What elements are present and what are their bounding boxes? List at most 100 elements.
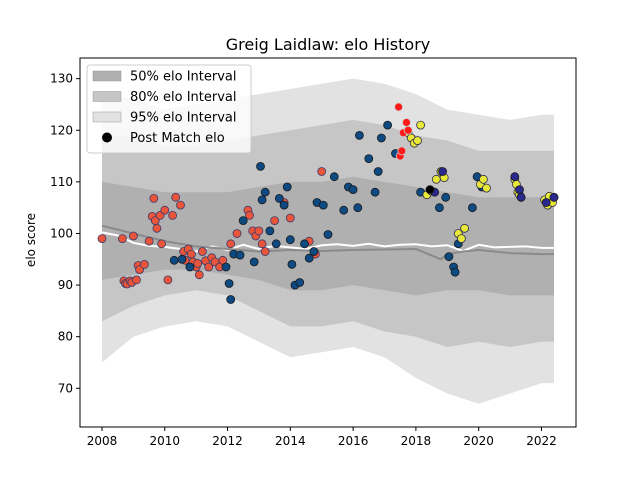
legend-swatch — [92, 91, 122, 102]
x-tick-label: 2018 — [401, 434, 432, 448]
x-tick-label: 2012 — [212, 434, 243, 448]
data-point — [270, 216, 280, 226]
y-tick-label: 100 — [50, 226, 73, 240]
legend-swatch — [92, 111, 122, 123]
x-tick-label: 2010 — [149, 434, 180, 448]
y-tick-label: 130 — [50, 72, 73, 86]
legend-label: Post Match elo — [130, 131, 225, 146]
legend-swatch — [92, 70, 122, 82]
data-point — [149, 193, 159, 203]
data-point — [260, 187, 270, 197]
data-point — [285, 235, 295, 245]
legend-label: 95% elo Interval — [130, 111, 237, 126]
data-point — [226, 239, 236, 249]
data-point — [416, 120, 426, 130]
data-point — [257, 195, 267, 205]
data-point — [516, 192, 526, 202]
data-point — [541, 198, 551, 207]
data-point — [194, 270, 204, 280]
data-point — [257, 239, 267, 249]
x-tick-label: 2020 — [463, 434, 494, 448]
data-point — [139, 259, 149, 269]
data-point — [177, 254, 187, 264]
data-point — [444, 252, 454, 262]
data-point — [265, 226, 275, 236]
data-point — [434, 203, 444, 213]
legend-label: 80% elo Interval — [130, 90, 237, 105]
plot-area — [97, 78, 559, 404]
data-point — [373, 167, 383, 176]
x-tick-label: 2022 — [526, 434, 557, 448]
data-point — [235, 250, 245, 260]
data-point — [438, 167, 448, 176]
data-point — [97, 234, 107, 244]
data-point — [256, 161, 265, 171]
data-point — [370, 187, 380, 197]
data-point — [160, 205, 170, 215]
data-point — [238, 216, 248, 226]
data-point — [260, 247, 270, 256]
chart-title: Greig Laidlaw: elo History — [226, 35, 431, 54]
data-point — [402, 118, 411, 127]
data-point — [431, 174, 441, 184]
data-point — [339, 205, 349, 215]
data-point — [295, 278, 305, 287]
y-tick-label: 90 — [58, 278, 73, 292]
data-point — [425, 185, 435, 195]
data-point — [185, 262, 195, 272]
data-point — [279, 200, 289, 210]
data-point — [193, 258, 203, 268]
data-point — [323, 230, 333, 239]
plot-inner — [97, 78, 559, 404]
legend: 50% elo Interval 80% elo Interval 95% elo … — [86, 64, 252, 154]
data-point — [245, 210, 254, 220]
data-point — [221, 262, 231, 272]
data-point — [413, 136, 422, 146]
data-point — [128, 231, 138, 241]
data-point — [232, 229, 242, 238]
data-point — [376, 133, 386, 143]
data-point — [282, 182, 292, 192]
data-point — [132, 275, 141, 285]
data-point — [549, 192, 559, 202]
y-tick-label: 70 — [58, 381, 73, 395]
data-point — [510, 172, 520, 182]
data-point — [478, 174, 488, 184]
data-point — [515, 185, 524, 195]
data-point — [300, 239, 309, 249]
data-point — [176, 200, 185, 210]
data-point — [348, 185, 358, 195]
data-point — [353, 203, 363, 213]
data-point — [171, 192, 181, 202]
data-point — [364, 154, 374, 164]
data-point — [397, 146, 407, 156]
x-tick-label: 2014 — [275, 434, 306, 448]
y-tick-label: 120 — [50, 123, 73, 137]
data-point — [317, 167, 327, 176]
data-point — [460, 223, 470, 233]
y-axis-label: elo score — [24, 213, 38, 267]
data-point — [285, 213, 295, 223]
axes: 2008 2010 2012 2014 2016 2018 2020 2022 70 80 90 10… — [50, 57, 577, 448]
data-point — [441, 192, 451, 202]
data-point — [304, 253, 314, 263]
data-point — [197, 247, 207, 256]
data-point — [254, 226, 264, 236]
legend-box — [86, 64, 252, 154]
x-tick-label: 2016 — [338, 434, 369, 448]
data-point — [271, 239, 281, 249]
data-point — [482, 183, 491, 193]
data-point — [394, 102, 404, 112]
data-point — [403, 125, 413, 135]
data-point — [329, 172, 339, 182]
x-tick-label: 2008 — [87, 434, 118, 448]
data-point — [163, 275, 173, 285]
y-tick-label: 110 — [50, 175, 73, 189]
series-line-0 — [101, 231, 554, 253]
data-point — [456, 234, 466, 244]
data-point — [157, 239, 167, 249]
data-point — [204, 262, 214, 272]
data-point — [152, 223, 162, 233]
legend-marker — [102, 132, 112, 143]
